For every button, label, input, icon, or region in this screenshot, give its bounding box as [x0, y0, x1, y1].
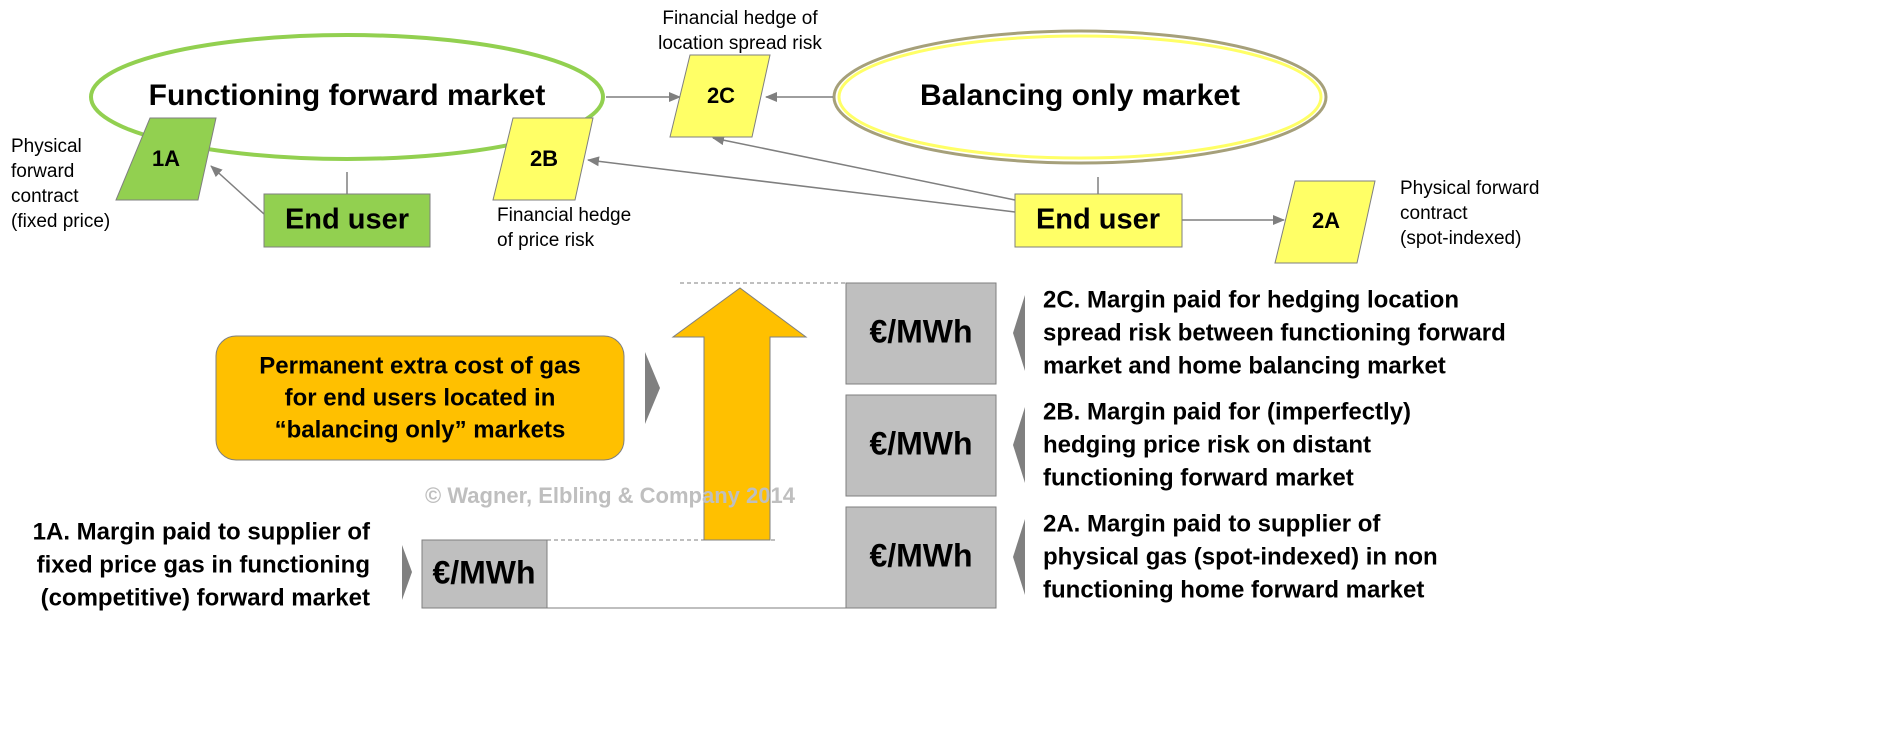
balancing-market-ellipse-inner — [837, 34, 1323, 160]
caption: contract — [1400, 203, 1468, 224]
caption: location spread risk — [658, 33, 822, 54]
caption: of price risk — [497, 230, 595, 251]
margin-text: market and home balancing market — [1043, 352, 1446, 379]
arrow — [712, 135, 1016, 201]
extra-cost-text: Permanent extra cost of gas — [259, 352, 580, 379]
margin-text: hedging price risk on distant — [1043, 431, 1371, 458]
market-label: Functioning forward market — [149, 79, 546, 112]
node-2c — [669, 54, 771, 138]
pointer — [645, 352, 660, 424]
unit-box — [845, 282, 997, 385]
unit-label: €/MWh — [869, 313, 972, 349]
unit-label: €/MWh — [432, 554, 535, 590]
balancing-market-ellipse — [832, 29, 1328, 165]
extra-cost-text: for end users located in — [285, 384, 556, 411]
node-1a — [115, 117, 217, 201]
node-label: 2C — [707, 83, 735, 108]
unit-box — [845, 506, 997, 609]
caption: Physical — [11, 136, 82, 157]
node-2b — [492, 117, 594, 201]
end-user-box — [1014, 193, 1183, 248]
market-label: Balancing only market — [920, 79, 1240, 112]
pointer — [402, 545, 412, 600]
unit-box — [845, 394, 997, 497]
up-arrow — [671, 287, 808, 541]
unit-box — [421, 539, 548, 609]
unit-label: €/MWh — [869, 425, 972, 461]
caption: (fixed price) — [11, 211, 110, 232]
pointer — [1013, 295, 1025, 371]
margin-text: functioning home forward market — [1043, 576, 1424, 603]
margin-text: fixed price gas in functioning — [37, 551, 370, 578]
caption: Financial hedge — [497, 205, 631, 226]
node-label: 2B — [530, 146, 558, 171]
margin-text: (competitive) forward market — [41, 584, 370, 611]
caption: contract — [11, 186, 79, 207]
margin-text: 2A. Margin paid to supplier of — [1043, 510, 1381, 537]
margin-text: functioning forward market — [1043, 464, 1354, 491]
arrow — [587, 156, 1016, 213]
unit-label: €/MWh — [869, 537, 972, 573]
end-user-label: End user — [285, 204, 409, 236]
margin-text: 1A. Margin paid to supplier of — [33, 518, 371, 545]
node-label: 2A — [1312, 208, 1340, 233]
arrow — [210, 165, 265, 215]
pointer — [1013, 519, 1025, 595]
copyright: © Wagner, Elbling & Company 2014 — [425, 483, 796, 508]
node-label: 1A — [152, 146, 180, 171]
extra-cost-box — [215, 335, 625, 461]
extra-cost-text: “balancing only” markets — [275, 416, 566, 443]
caption: Physical forward — [1400, 178, 1539, 199]
node-2a — [1274, 180, 1376, 264]
margin-text: spread risk between functioning forward — [1043, 319, 1506, 346]
forward-market-ellipse — [89, 33, 605, 161]
caption: forward — [11, 161, 74, 182]
margin-text: physical gas (spot-indexed) in non — [1043, 543, 1438, 570]
margin-text: 2B. Margin paid for (imperfectly) — [1043, 398, 1411, 425]
end-user-label: End user — [1036, 204, 1160, 236]
end-user-box — [263, 193, 431, 248]
pointer — [1013, 407, 1025, 483]
margin-text: 2C. Margin paid for hedging location — [1043, 286, 1459, 313]
caption: (spot-indexed) — [1400, 228, 1521, 249]
caption: Financial hedge of — [662, 8, 818, 29]
